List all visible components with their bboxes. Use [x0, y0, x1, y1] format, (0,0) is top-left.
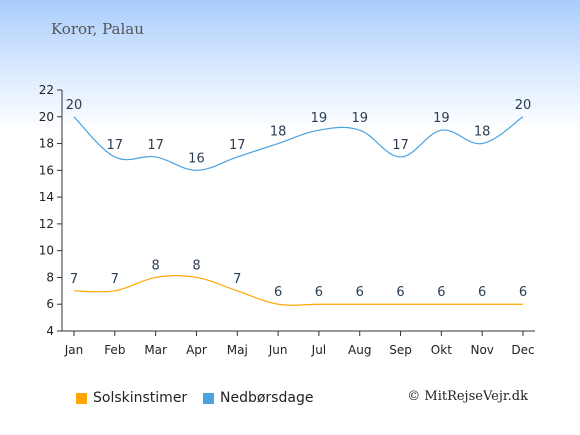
data-label-rain: 17 [392, 138, 409, 153]
data-label-sun: 6 [274, 285, 282, 300]
series-layer: 7 7 8 8 7 6 6 6 6 6 6 6 20 17 17 16 17 18 19 19 17 19 18 20 [66, 98, 532, 306]
x-tick-label: Jan [64, 343, 84, 357]
data-label-rain: 17 [107, 138, 124, 153]
legend-swatch-sun [76, 392, 87, 404]
series-line-rain [73, 116, 524, 171]
x-tick-label: Nov [470, 343, 493, 357]
data-label-sun: 8 [151, 258, 159, 273]
data-label-sun: 7 [70, 272, 78, 287]
chart-title: Koror, Palau [51, 20, 144, 38]
data-label-rain: 19 [311, 111, 328, 126]
y-tick-label: 16 [39, 163, 54, 177]
data-label-sun: 6 [519, 285, 527, 300]
legend-label-sun: Solskinstimer [93, 390, 188, 406]
legend-label-rain: Nedbørsdage [220, 390, 314, 406]
legend-item-rain: Nedbørsdage [203, 390, 313, 406]
data-label-rain: 18 [270, 125, 287, 140]
data-label-rain: 20 [515, 98, 532, 113]
x-tick-label: Aug [348, 343, 371, 357]
x-tick-label: Mar [144, 343, 167, 357]
y-tick-label: 22 [39, 83, 54, 97]
y-tick-label: 10 [39, 244, 54, 258]
x-tick-label: Sep [389, 343, 412, 357]
data-label-rain: 17 [229, 138, 246, 153]
x-tick-label: Apr [186, 343, 207, 357]
axes: 4 6 8 10 12 14 16 18 20 22 Jan Feb Mar Apr Maj Jun Jul Au… [39, 83, 535, 357]
x-tick-label: Dec [511, 343, 534, 357]
y-tick-label: 8 [46, 270, 54, 284]
x-tick-label: Jul [311, 343, 326, 357]
x-tick-label: Jun [268, 343, 288, 357]
y-tick-label: 4 [46, 324, 54, 338]
data-label-sun: 7 [111, 272, 119, 287]
data-label-rain: 18 [474, 125, 491, 140]
data-label-sun: 6 [356, 285, 364, 300]
data-label-rain: 16 [188, 151, 205, 166]
y-tick-label: 14 [39, 190, 54, 204]
data-label-sun: 6 [478, 285, 486, 300]
data-label-rain: 19 [351, 111, 368, 126]
data-label-sun: 6 [315, 285, 323, 300]
data-label-rain: 17 [147, 138, 164, 153]
x-tick-label: Maj [227, 343, 248, 357]
legend-swatch-rain [203, 392, 214, 404]
data-label-sun: 7 [233, 272, 241, 287]
y-tick-label: 6 [46, 297, 54, 311]
data-label-sun: 6 [437, 285, 445, 300]
y-tick-label: 20 [39, 110, 54, 124]
x-tick-label: Okt [431, 343, 452, 357]
data-label-sun: 6 [396, 285, 404, 300]
x-tick-label: Feb [104, 343, 125, 357]
data-label-rain: 20 [66, 98, 83, 113]
data-label-sun: 8 [192, 258, 200, 273]
y-tick-label: 12 [39, 217, 54, 231]
data-label-rain: 19 [433, 111, 450, 126]
copyright-text: © MitRejseVejr.dk [407, 389, 528, 404]
legend-item-sun: Solskinstimer [76, 390, 187, 406]
series-line-sun [73, 275, 523, 306]
y-tick-label: 18 [39, 137, 54, 151]
